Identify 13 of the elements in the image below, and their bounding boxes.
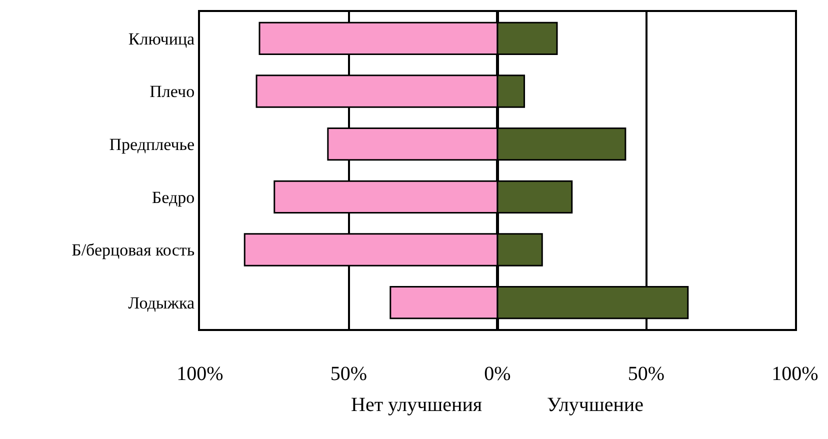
y-tick-label: Предплечье [109, 135, 195, 154]
x-tick-label: 100% [772, 363, 818, 385]
x-tick-label: 100% [176, 363, 224, 385]
y-tick-label: Бедро [152, 188, 195, 207]
x-tick-label: 50% [330, 363, 368, 385]
y-tick-label: Ключица [128, 29, 196, 48]
x-tick-label: 50% [628, 363, 665, 385]
y-tick-label: Лодыжка [128, 294, 196, 313]
text: Улучшение [547, 394, 644, 416]
y-tick-label: Б/берцовая кость [72, 240, 195, 260]
text: Нет улучшения [351, 394, 482, 416]
x-tick-label: 0% [484, 363, 511, 385]
y-tick-label: Плечо [150, 82, 195, 102]
